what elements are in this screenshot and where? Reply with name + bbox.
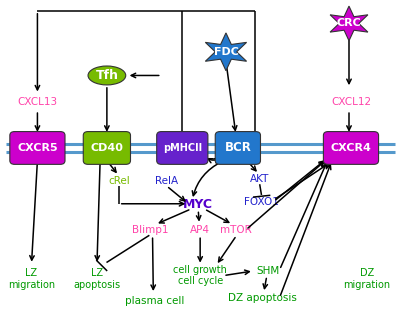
FancyBboxPatch shape <box>215 132 260 164</box>
Polygon shape <box>205 33 246 71</box>
Polygon shape <box>330 6 368 41</box>
Text: CXCL13: CXCL13 <box>17 97 58 107</box>
FancyBboxPatch shape <box>157 132 208 164</box>
Text: Tfh: Tfh <box>95 69 118 82</box>
Text: CXCR5: CXCR5 <box>17 143 58 153</box>
FancyBboxPatch shape <box>323 132 378 164</box>
Text: plasma cell: plasma cell <box>125 296 184 306</box>
Text: Blimp1: Blimp1 <box>132 225 169 235</box>
Text: LZ
migration: LZ migration <box>8 268 55 290</box>
Text: AKT: AKT <box>250 175 269 184</box>
FancyBboxPatch shape <box>83 132 130 164</box>
Text: SHM: SHM <box>256 266 279 276</box>
Text: cRel: cRel <box>108 176 130 186</box>
Text: CRC: CRC <box>337 18 361 28</box>
Text: CD40: CD40 <box>90 143 123 153</box>
Text: RelA: RelA <box>155 176 178 186</box>
FancyBboxPatch shape <box>10 132 65 164</box>
Text: CXCR4: CXCR4 <box>330 143 372 153</box>
Text: CXCL12: CXCL12 <box>331 97 371 107</box>
Text: mTOR: mTOR <box>220 225 252 235</box>
Ellipse shape <box>88 66 126 85</box>
Text: AP4: AP4 <box>190 225 210 235</box>
Text: FOXO1: FOXO1 <box>244 197 279 207</box>
Text: LZ
apoptosis: LZ apoptosis <box>73 268 120 290</box>
Text: DZ apoptosis: DZ apoptosis <box>228 293 297 303</box>
Text: MYC: MYC <box>183 198 213 211</box>
Text: DZ
migration: DZ migration <box>343 268 390 290</box>
Text: FDC: FDC <box>214 47 238 57</box>
Text: cell growth
cell cycle: cell growth cell cycle <box>173 265 227 287</box>
Text: BCR: BCR <box>224 142 251 155</box>
Text: pMHCII: pMHCII <box>163 143 202 153</box>
